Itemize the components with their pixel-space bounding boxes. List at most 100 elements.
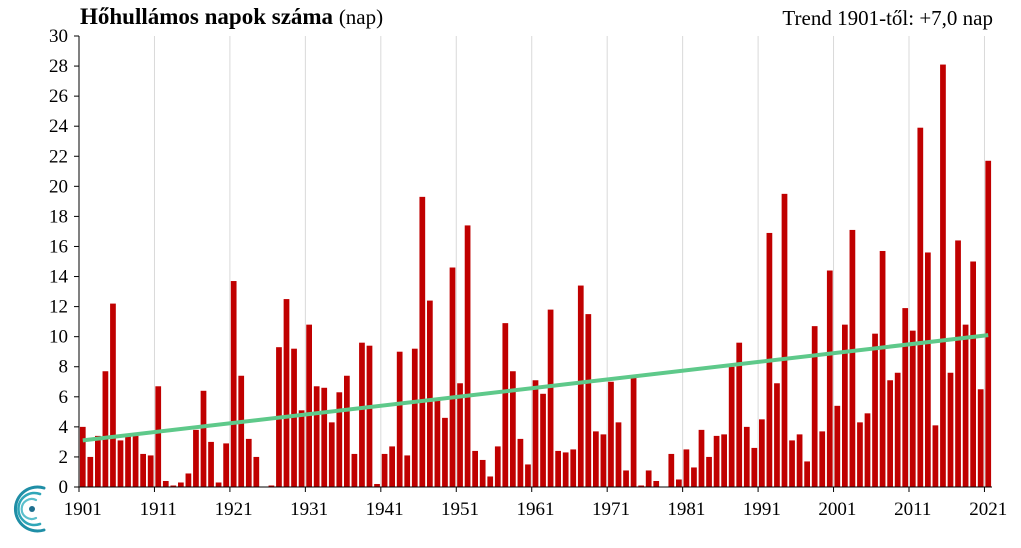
y-tick-label-4: 4 <box>59 417 69 438</box>
bar-2005 <box>864 413 871 487</box>
bar-2011 <box>909 330 916 487</box>
bar-1969 <box>593 431 599 487</box>
y-tick-label-24: 24 <box>49 116 69 137</box>
bar-1937 <box>351 453 358 487</box>
x-tick-label-1961: 1961 <box>517 499 555 520</box>
bar-1959 <box>517 438 524 487</box>
bar-1909 <box>140 453 146 487</box>
x-axis-ticks: 1901 1911 1921 1931 1941 1951 1961 1971 1981 1991… <box>64 487 1007 520</box>
bar-1915 <box>185 473 192 487</box>
bar-1967 <box>577 285 584 487</box>
bar-2015 <box>940 64 946 487</box>
bar-1912 <box>162 480 169 487</box>
y-tick-label-22: 22 <box>49 146 68 167</box>
bar-2000 <box>826 270 833 487</box>
bar-1965 <box>562 452 569 487</box>
bar-1970 <box>600 434 607 487</box>
bar-1968 <box>585 314 592 487</box>
bar-1936 <box>344 375 350 487</box>
bar-1935 <box>336 392 343 487</box>
bar-1979 <box>668 453 675 487</box>
omsz-logo-icon <box>13 485 46 533</box>
bar-1949 <box>442 417 448 487</box>
chart-title: Hőhullámos napok száma (nap) <box>80 4 383 30</box>
x-tick-label-1931: 1931 <box>290 499 328 520</box>
bar-1984 <box>706 456 712 487</box>
bar-1945 <box>411 348 418 487</box>
bar-2004 <box>857 422 863 487</box>
bar-1986 <box>721 434 727 487</box>
bar-1983 <box>698 429 705 487</box>
bar-2003 <box>849 229 856 487</box>
x-tick-label-1951: 1951 <box>441 499 479 520</box>
bar-1906 <box>117 440 124 487</box>
trend-line <box>82 333 989 443</box>
bar-2002 <box>842 324 848 487</box>
bar-2019 <box>970 261 976 487</box>
bar-1943 <box>396 351 403 487</box>
chart-title-main: Hőhullámos napok száma <box>80 4 334 29</box>
bar-1948 <box>434 399 441 487</box>
bar-1987 <box>728 366 735 487</box>
y-tick-label-18: 18 <box>49 206 68 227</box>
bar-2020 <box>977 389 984 487</box>
y-tick-label-14: 14 <box>49 267 69 288</box>
bar-1955 <box>487 476 494 487</box>
x-tick-label-2001: 2001 <box>818 499 856 520</box>
bar-1961 <box>532 380 539 487</box>
y-tick-label-30: 30 <box>49 26 68 47</box>
grid-layer <box>153 36 985 487</box>
bar-1973 <box>623 470 629 487</box>
y-tick-label-12: 12 <box>49 297 68 318</box>
bar-1904 <box>102 371 109 487</box>
bar-1966 <box>570 449 577 487</box>
bar-1905 <box>110 303 116 487</box>
axis-layer <box>78 36 992 488</box>
bar-1916 <box>193 429 199 487</box>
bar-1924 <box>253 456 260 487</box>
bar-1998 <box>811 326 818 487</box>
y-tick-label-16: 16 <box>49 236 68 257</box>
y-tick-label-6: 6 <box>59 387 69 408</box>
bar-1956 <box>494 446 501 487</box>
x-tick-label-1991: 1991 <box>743 499 781 520</box>
bar-1985 <box>713 435 720 487</box>
bar-1907 <box>125 435 131 487</box>
bar-1977 <box>653 480 660 487</box>
bar-1940 <box>374 483 380 487</box>
y-tick-label-10: 10 <box>49 327 68 348</box>
bar-1991 <box>759 419 765 487</box>
bar-1963 <box>547 309 554 487</box>
bar-2006 <box>872 333 878 487</box>
x-tick-label-1981: 1981 <box>667 499 705 520</box>
y-tick-label-2: 2 <box>59 447 69 468</box>
bar-1953 <box>472 450 478 487</box>
bar-1902 <box>87 456 94 487</box>
bar-1971 <box>608 381 614 487</box>
bar-1974 <box>630 375 637 487</box>
bar-2010 <box>902 308 909 487</box>
bar-2017 <box>955 240 961 487</box>
bar-1996 <box>796 434 803 487</box>
x-tick-label-2011: 2011 <box>894 499 931 520</box>
bar-1980 <box>676 479 682 487</box>
bar-1901 <box>79 426 86 487</box>
x-tick-label-2021: 2021 <box>969 499 1007 520</box>
bar-1989 <box>743 426 750 487</box>
bar-1933 <box>321 387 328 487</box>
bar-1941 <box>381 453 388 487</box>
x-tick-label-1971: 1971 <box>592 499 630 520</box>
x-tick-label-1911: 1911 <box>140 499 177 520</box>
bar-1938 <box>359 342 365 487</box>
y-tick-label-20: 20 <box>49 176 68 197</box>
bar-1923 <box>245 438 252 487</box>
bar-1960 <box>525 464 531 487</box>
bar-1999 <box>819 431 826 487</box>
bar-2021 <box>985 160 992 487</box>
bar-1922 <box>238 375 245 487</box>
bar-1997 <box>804 461 810 487</box>
bar-1962 <box>540 393 546 487</box>
bar-1928 <box>283 299 290 487</box>
bar-2018 <box>962 324 969 487</box>
